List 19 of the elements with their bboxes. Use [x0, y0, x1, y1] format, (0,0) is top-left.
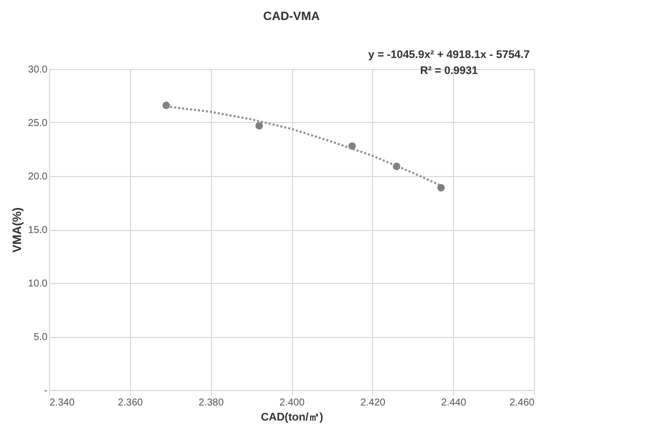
x-tick-label: 2.340 — [50, 398, 75, 408]
y-tick-label: 30.0 — [28, 64, 48, 76]
x-tick-label: 2.380 — [198, 398, 224, 408]
y-tick-label: 15.0 — [28, 225, 48, 236]
y-tick-label: 5.0 — [34, 332, 48, 343]
x-tick-label: 2.440 — [441, 398, 467, 408]
annotation: R² = 0.9931 — [420, 65, 478, 77]
y-tick-label: - — [44, 386, 48, 396]
x-tick-label: 2.400 — [279, 398, 305, 408]
x-axis-title: CAD(ton/㎥) — [260, 412, 324, 424]
y-tick-label: 20.0 — [28, 172, 48, 182]
x-tick-label: 2.420 — [360, 398, 386, 408]
y-axis-title: VMA(%) — [10, 207, 24, 253]
chart-title: CAD-VMA — [263, 9, 320, 23]
text: y = -1045.9x² + 4918.1x - 5754.7 — [368, 49, 530, 61]
x-tick-label: 2.460 — [509, 398, 535, 408]
x-tick-label: 2.360 — [118, 398, 144, 408]
y-tick-label: 10.0 — [28, 278, 48, 290]
y-tick-label: 25.0 — [28, 118, 48, 129]
